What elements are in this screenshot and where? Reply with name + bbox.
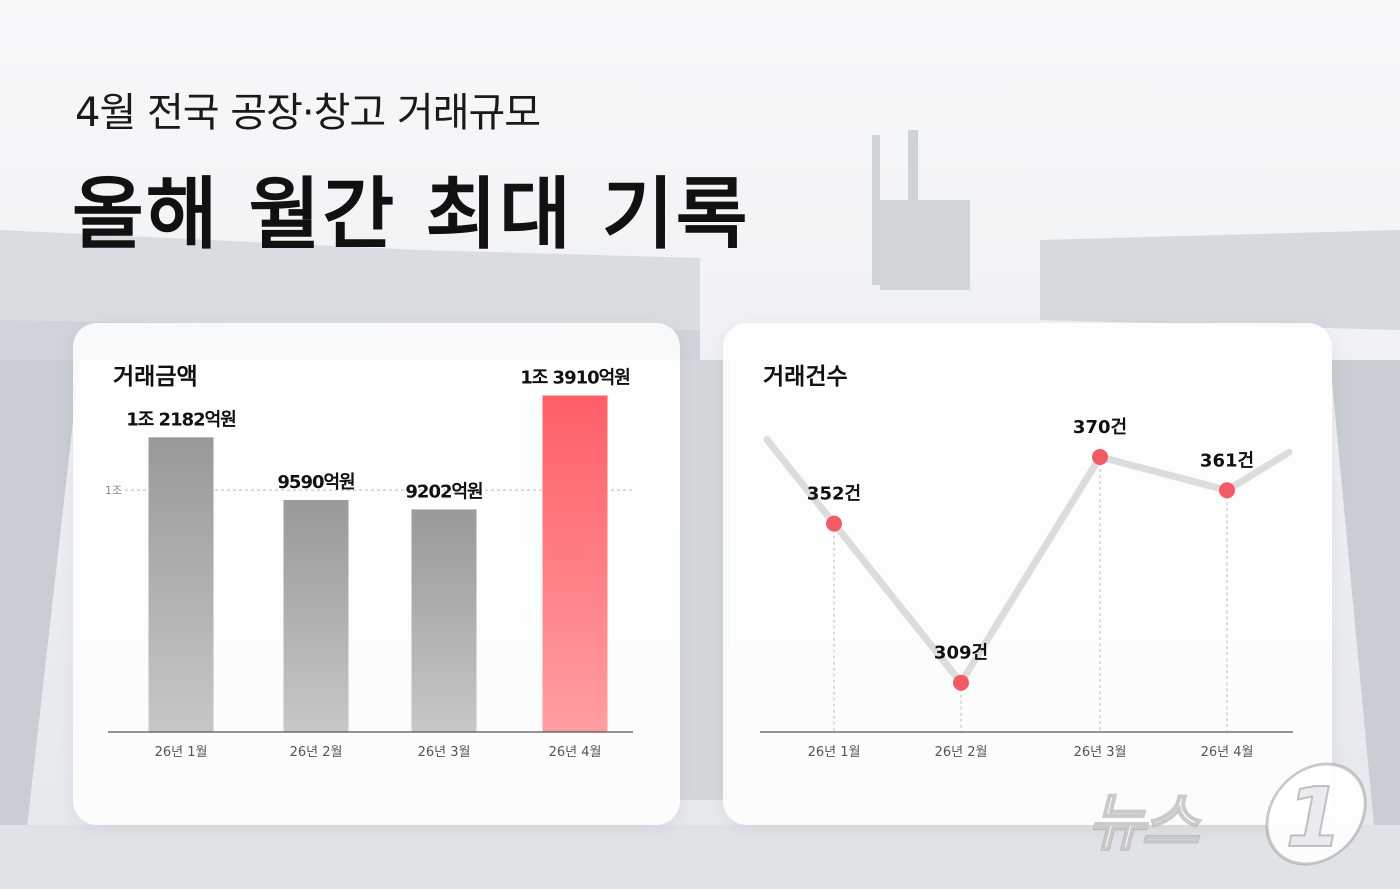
count-chart-title: 거래건수 xyxy=(763,364,848,390)
bar-value-label: 1조 2182억원 xyxy=(126,409,236,430)
amount-chart-title: 거래금액 xyxy=(113,364,198,390)
point-value-label: 352건 xyxy=(807,484,861,505)
bar-value-label: 9590억원 xyxy=(277,472,354,493)
reference-line-label: 1조 xyxy=(105,484,122,497)
bar xyxy=(542,395,608,732)
data-point xyxy=(1219,482,1235,499)
logo-mark-icon: 1 xyxy=(1265,762,1367,867)
subtitle: 4월 전국 공장·창고 거래규모 xyxy=(75,90,541,136)
bar-value-label: 1조 3910억원 xyxy=(520,368,630,389)
x-tick-label: 26년 1월 xyxy=(808,745,861,760)
bar xyxy=(283,500,349,732)
point-value-label: 309건 xyxy=(934,643,988,664)
logo-mark-text: 1 xyxy=(1285,771,1342,866)
bar-value-label: 9202억원 xyxy=(405,481,482,502)
x-tick-label: 26년 2월 xyxy=(935,745,988,760)
amount-chart-card: 거래금액 1조 1조 2182억원 26년 1월 9590억원 26년 2월 9202억원… xyxy=(73,323,680,825)
logo-text: 뉴스 xyxy=(1087,785,1200,860)
count-chart-card: 거래건수 352건 26년 1월 309건 26년 2월 370건 26년 3월 361건 2… xyxy=(723,323,1332,825)
bar xyxy=(148,437,214,732)
bar xyxy=(411,509,477,732)
amount-bar-chart: 1조 1조 2182억원 26년 1월 9590억원 26년 2월 9202억원 26년 3… xyxy=(105,368,633,760)
count-line-chart: 352건 26년 1월 309건 26년 2월 370건 26년 3월 361건 26년 4월 xyxy=(760,417,1293,760)
x-tick-label: 26년 4월 xyxy=(1201,745,1254,760)
data-point xyxy=(826,515,842,532)
x-tick-label: 26년 3월 xyxy=(418,745,471,760)
x-tick-label: 26년 3월 xyxy=(1074,745,1127,760)
series-line xyxy=(763,436,1293,687)
headline: 올해 월간 최대 기록 xyxy=(72,170,750,260)
x-tick-label: 26년 1월 xyxy=(155,745,208,760)
data-point xyxy=(953,674,969,691)
data-point xyxy=(1092,449,1108,465)
point-value-label: 361건 xyxy=(1200,450,1254,471)
x-tick-label: 26년 4월 xyxy=(549,745,602,760)
news1-logo: 뉴스 1 xyxy=(1087,758,1388,870)
point-value-label: 370건 xyxy=(1073,417,1127,438)
x-tick-label: 26년 2월 xyxy=(290,745,343,760)
